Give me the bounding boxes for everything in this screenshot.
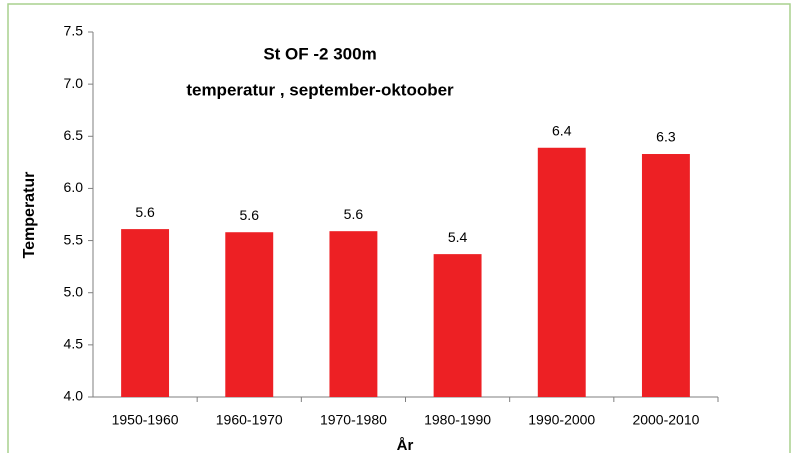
x-axis-label: År [397, 437, 414, 453]
y-tick-label: 5.0 [64, 283, 84, 299]
bar [537, 147, 586, 397]
y-tick-label: 7.0 [64, 75, 84, 91]
value-label: 5.6 [344, 206, 364, 222]
chart-title: St OF -2 300m [263, 44, 376, 63]
y-tick-label: 6.5 [64, 127, 84, 143]
chart-subtitle: temperatur , september-oktoober [186, 80, 454, 99]
bar [641, 154, 690, 397]
value-label: 5.6 [135, 204, 155, 220]
value-label: 6.4 [552, 122, 572, 138]
x-tick-label: 1990-2000 [528, 412, 595, 428]
x-tick-label: 1980-1990 [424, 412, 491, 428]
x-tick-label: 1950-1960 [112, 412, 179, 428]
y-axis-label: Temperatur [21, 172, 38, 259]
bar [225, 232, 274, 397]
y-tick-label: 6.0 [64, 179, 84, 195]
value-label: 6.3 [656, 129, 676, 145]
bar [121, 229, 170, 397]
y-tick-label: 4.5 [64, 336, 84, 352]
y-tick-label: 7.5 [64, 23, 84, 39]
bar [433, 254, 482, 397]
y-tick-label: 4.0 [64, 388, 84, 404]
x-tick-label: 1970-1980 [320, 412, 387, 428]
x-tick-label: 1960-1970 [216, 412, 283, 428]
x-tick-label: 2000-2010 [632, 412, 699, 428]
bar [329, 231, 378, 397]
y-tick-label: 5.5 [64, 231, 84, 247]
value-label: 5.6 [240, 207, 260, 223]
value-label: 5.4 [448, 229, 468, 245]
